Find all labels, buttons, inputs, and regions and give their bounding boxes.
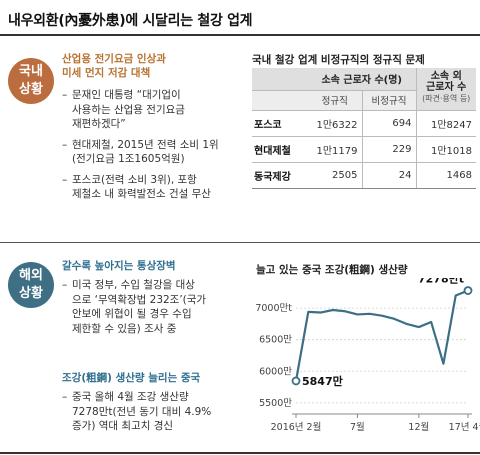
- overseas-section1-bullets: 미국 정부, 수입 철강을 대상 으로 ‘무역확장법 232조’(국가 안보에 …: [62, 278, 242, 342]
- overseas-bullet: 미국 정부, 수입 철강을 대상 으로 ‘무역확장법 232조’(국가 안보에 …: [62, 278, 242, 336]
- x-tick-label: 2016년 2월: [271, 421, 322, 433]
- company-name: 현대제철: [252, 136, 308, 163]
- table-row: 동국제강 2505 24 1468: [252, 162, 476, 189]
- table-header-group: 소속 근로자 수(명): [308, 68, 416, 91]
- domestic-bullet: 문재인 대통령 “대기업이 사용하는 산업용 전기요금 재편하겠다”: [62, 88, 248, 132]
- table-header-blank-2: [252, 90, 308, 111]
- table-header-regular: 정규직: [308, 90, 362, 111]
- data-label: 7278만t: [418, 278, 464, 286]
- domestic-bullet: 현대제철, 2015년 전력 소비 1위 (전기요금 1조1605억원): [62, 138, 248, 167]
- data-point: [291, 376, 301, 386]
- steel-production-chart: 5500만 6000만 6500만 7000만t 2016년 2월 7월 12월 17년 4월…: [255, 278, 480, 433]
- overseas-badge-line2: 상황: [19, 286, 43, 301]
- outside-count: 1만1018: [415, 136, 476, 163]
- employment-table: 소속 근로자 수(명) 소속 외 근로자 수 (파견·용역 등) 정규직 비정규…: [252, 68, 476, 189]
- domestic-bullet: 포스코(전력 소비 3위), 포항 제철소 내 화력발전소 건설 무산: [62, 173, 248, 202]
- domestic-badge: 국내 상황: [8, 58, 54, 104]
- regular-count: 1만1179: [308, 136, 362, 163]
- overseas-bullet: 중국 올해 4월 조강 생산량 7278만t(전년 동기 대비 4.9% 증가)…: [62, 390, 242, 434]
- x-tick-label: 17년 4월: [449, 421, 480, 433]
- regular-count: 2505: [308, 162, 362, 189]
- top-rule: [0, 34, 480, 36]
- bottom-rule: [0, 452, 480, 454]
- x-tick-label: 12월: [408, 421, 429, 433]
- table-title: 국내 철강 업계 비정규직의 정규직 문제: [252, 54, 425, 66]
- table-row: 포스코 1만6322 694 1만8247: [252, 110, 476, 137]
- x-tick-label: 7월: [350, 421, 365, 433]
- y-tick-label: 5500만: [259, 398, 292, 409]
- overseas-section2-bullets: 중국 올해 4월 조강 생산량 7278만t(전년 동기 대비 4.9% 증가)…: [62, 390, 242, 440]
- overseas-section2-title: 조강(粗鋼) 생산량 늘리는 중국: [62, 372, 201, 384]
- chart-title: 늘고 있는 중국 조강(粗鋼) 생산량: [256, 264, 408, 276]
- domestic-badge-line2: 상황: [19, 82, 43, 97]
- data-label: 5847만: [302, 374, 343, 388]
- irregular-count: 229: [361, 136, 416, 163]
- regular-count: 1만6322: [308, 110, 362, 137]
- company-name: 포스코: [252, 110, 308, 137]
- outside-count: 1468: [415, 162, 476, 189]
- table-header-outside-sub: (파견·용역 등): [422, 94, 471, 103]
- overseas-section1-title: 갈수록 높아지는 통상장벽: [62, 260, 176, 272]
- irregular-count: 24: [361, 162, 416, 189]
- table-row: 현대제철 1만1179 229 1만1018: [252, 136, 476, 163]
- headline: 내우외환(內憂外患)에 시달리는 철강 업계: [8, 13, 253, 29]
- outside-count: 1만8247: [415, 110, 476, 137]
- overseas-badge-line1: 해외: [19, 268, 43, 283]
- series-line: [294, 289, 469, 382]
- y-tick-label: 6500만: [259, 335, 292, 346]
- table-header-outside: 소속 외 근로자 수 (파견·용역 등): [415, 68, 476, 111]
- domestic-bullets: 문재인 대통령 “대기업이 사용하는 산업용 전기요금 재편하겠다” 현대제철,…: [62, 88, 248, 208]
- company-name: 동국제강: [252, 162, 308, 189]
- irregular-count: 694: [361, 110, 416, 137]
- table-header-blank: [252, 68, 308, 91]
- section-divider: [0, 242, 480, 243]
- domestic-section-title: 산업용 전기요금 인상과 미세 먼지 저감 대책: [62, 53, 166, 79]
- overseas-badge: 해외 상황: [8, 262, 54, 308]
- table-header-irregular: 비정규직: [361, 90, 416, 111]
- domestic-badge-line1: 국내: [19, 64, 43, 79]
- y-tick-label: 7000만t: [255, 303, 292, 314]
- data-point: [463, 286, 473, 295]
- y-tick-label: 6000만: [259, 366, 292, 377]
